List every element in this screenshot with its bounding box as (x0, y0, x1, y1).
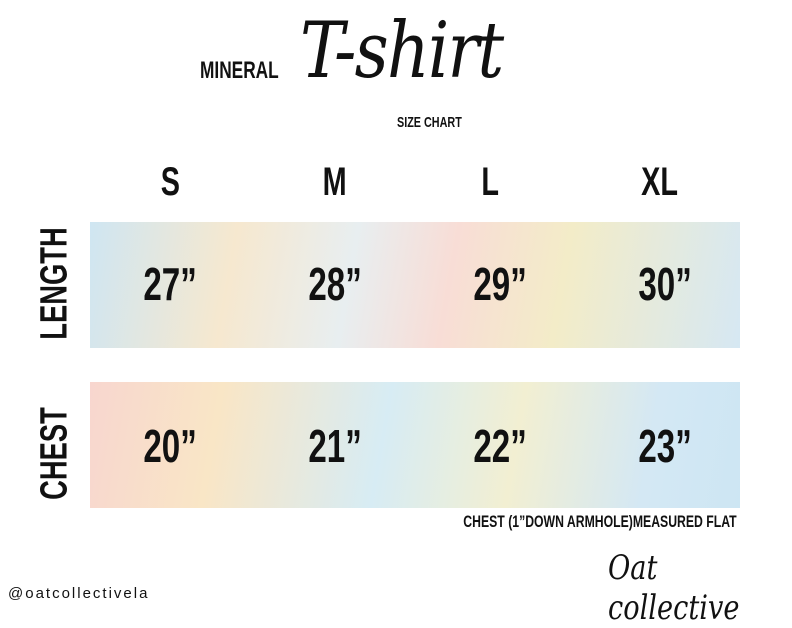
row-label-length: LENGTH (33, 227, 76, 340)
size-header-l: L (481, 160, 499, 204)
chest-row-band (90, 382, 740, 508)
row-label-chest: CHEST (33, 407, 76, 500)
length-value-s: 27” (143, 258, 197, 310)
subtitle: SIZE CHART (397, 114, 462, 131)
length-row-band (90, 222, 740, 348)
size-header-m: M (322, 160, 347, 204)
chest-value-l: 22” (473, 420, 527, 472)
chest-value-m: 21” (308, 420, 362, 472)
chest-value-s: 20” (143, 420, 197, 472)
size-header-xl: XL (641, 160, 679, 204)
title-script: T-shirt (300, 6, 504, 96)
brand-label: MINERAL (200, 57, 279, 84)
social-handle: @oatcollectivela (8, 585, 150, 602)
length-value-m: 28” (308, 258, 362, 310)
measurement-note: CHEST (1”DOWN ARMHOLE)MEASURED FLAT (463, 512, 737, 531)
length-value-l: 29” (473, 258, 527, 310)
length-value-xl: 30” (638, 258, 692, 310)
chest-value-xl: 23” (638, 420, 692, 472)
brand-logo: Oat collective (608, 548, 740, 628)
size-header-s: S (160, 160, 180, 204)
